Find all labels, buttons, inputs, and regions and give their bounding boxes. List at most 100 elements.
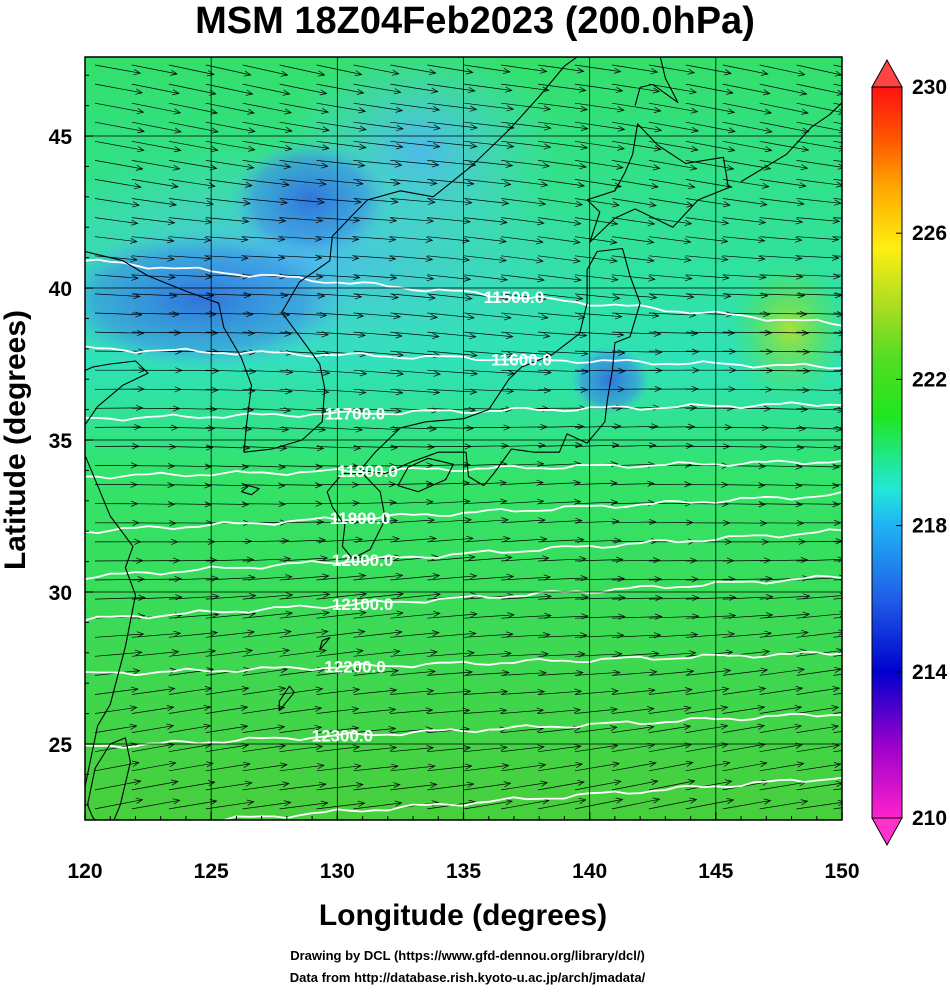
wind-arrow-shaft bbox=[574, 179, 622, 187]
wind-arrow-shaft bbox=[759, 331, 809, 334]
wind-arrow-shaft bbox=[168, 762, 213, 772]
wind-arrow-shaft bbox=[796, 179, 842, 186]
wind-arrow-head bbox=[240, 236, 249, 243]
wind-arrow-shaft bbox=[722, 484, 765, 486]
wind-arrow-shaft bbox=[501, 782, 548, 791]
wind-arrow-head bbox=[648, 687, 656, 694]
wind-arrow-head bbox=[282, 781, 290, 788]
wind-arrow-head bbox=[319, 781, 327, 788]
wind-arrow-shaft bbox=[427, 179, 474, 185]
wind-arrow-shaft bbox=[390, 632, 439, 638]
wind-arrow-head bbox=[687, 68, 696, 75]
wind-arrow-head bbox=[425, 480, 434, 487]
wind-arrow-head bbox=[352, 217, 361, 224]
wind-arrow-head bbox=[800, 556, 809, 564]
wind-arrow-head bbox=[203, 723, 212, 730]
wind-arrow-shaft bbox=[353, 631, 402, 638]
wind-arrow-shaft bbox=[316, 650, 364, 657]
wind-arrow-head bbox=[831, 705, 840, 712]
x-axis-label: Longitude (degrees) bbox=[319, 899, 607, 932]
wind-arrow-shaft bbox=[205, 484, 248, 487]
wind-arrow-shaft bbox=[131, 274, 176, 278]
wind-arrow-shaft bbox=[205, 255, 248, 259]
wind-arrow-head bbox=[243, 761, 251, 768]
wind-arrow-shaft bbox=[279, 274, 323, 278]
wind-arrow-shaft bbox=[685, 670, 731, 676]
wind-arrow-shaft bbox=[759, 763, 804, 772]
wind-arrow-shaft bbox=[759, 312, 807, 315]
wind-arrow-shaft bbox=[796, 631, 842, 638]
wind-arrow-shaft bbox=[574, 121, 625, 130]
wind-arrow-head bbox=[359, 143, 367, 150]
wind-arrow-shaft bbox=[574, 690, 619, 695]
colorbar-tick-label: 210 bbox=[912, 807, 947, 830]
wind-arrow-head bbox=[758, 482, 766, 489]
wind-arrow-head bbox=[168, 760, 177, 767]
wind-arrow-head bbox=[247, 145, 256, 152]
wind-arrow-head bbox=[174, 575, 183, 583]
wind-arrow-shaft bbox=[759, 613, 810, 619]
wind-arrow-head bbox=[466, 425, 474, 432]
wind-arrow-shaft bbox=[538, 615, 588, 619]
wind-arrow-head bbox=[351, 254, 360, 262]
wind-arrow-shaft bbox=[611, 312, 659, 317]
wind-arrow-shaft bbox=[685, 274, 729, 279]
wind-arrow-head bbox=[543, 143, 552, 150]
wind-arrow-head bbox=[612, 201, 620, 208]
wind-arrow-head bbox=[394, 161, 403, 168]
wind-arrow-head bbox=[610, 725, 618, 732]
wind-arrow-shaft bbox=[611, 744, 655, 753]
wind-arrow-shaft bbox=[833, 446, 842, 448]
wind-arrow-head bbox=[575, 295, 584, 302]
wind-arrow-shaft bbox=[390, 784, 437, 791]
wind-arrow-head bbox=[134, 424, 142, 431]
wind-arrow-head bbox=[245, 648, 254, 655]
wind-arrow-head bbox=[389, 274, 398, 281]
wind-arrow-shaft bbox=[611, 217, 655, 225]
coast-china-south bbox=[85, 454, 137, 787]
wind-arrow-shaft bbox=[611, 521, 656, 524]
wind-arrow-shaft bbox=[685, 688, 729, 695]
wind-arrow-shaft bbox=[685, 64, 732, 74]
wind-arrow-shaft bbox=[648, 160, 697, 170]
wind-arrow-shaft bbox=[538, 745, 581, 753]
wind-arrow-shaft bbox=[427, 783, 474, 791]
wind-arrow-shaft bbox=[464, 614, 514, 619]
wind-arrow-head bbox=[426, 745, 435, 752]
wind-arrow-shaft bbox=[242, 102, 292, 114]
wind-arrow-head bbox=[764, 630, 773, 637]
wind-arrow-head bbox=[725, 649, 734, 656]
wind-arrow-head bbox=[391, 293, 400, 301]
wind-arrow-shaft bbox=[168, 687, 212, 695]
wind-arrow-head bbox=[801, 146, 810, 153]
wind-arrow-shaft bbox=[648, 83, 697, 93]
wind-arrow-shaft bbox=[353, 369, 404, 375]
wind-arrow-shaft bbox=[722, 688, 766, 695]
wind-arrow-shaft bbox=[168, 140, 218, 151]
wind-arrow-head bbox=[356, 782, 364, 789]
wind-arrow-shaft bbox=[390, 709, 433, 714]
wind-arrow-shaft bbox=[390, 690, 434, 695]
wind-arrow-shaft bbox=[168, 198, 214, 205]
wind-arrow-shaft bbox=[427, 709, 470, 714]
wind-arrow-head bbox=[314, 724, 323, 732]
wind-arrow-head bbox=[464, 199, 473, 206]
wind-arrow-shaft bbox=[427, 369, 478, 375]
wind-arrow-shaft bbox=[279, 140, 329, 149]
wind-arrow-shaft bbox=[316, 217, 360, 221]
wind-arrow-shaft bbox=[722, 312, 770, 315]
wind-arrow-head bbox=[392, 536, 400, 543]
wind-arrow-head bbox=[727, 146, 736, 153]
wind-arrow-shaft bbox=[205, 83, 253, 95]
wind-arrow-head bbox=[649, 761, 657, 767]
wind-arrow-shaft bbox=[390, 575, 440, 581]
wind-arrow-shaft bbox=[168, 102, 218, 114]
wind-arrow-shaft bbox=[538, 179, 585, 187]
wind-arrow-head bbox=[649, 442, 657, 449]
wind-arrow-shaft bbox=[131, 102, 181, 114]
wind-arrow-head bbox=[136, 404, 144, 412]
wind-arrow-head bbox=[280, 199, 288, 206]
wind-arrow-head bbox=[167, 255, 175, 262]
wind-arrow-shaft bbox=[722, 725, 765, 733]
wind-arrow-shaft bbox=[242, 612, 293, 619]
